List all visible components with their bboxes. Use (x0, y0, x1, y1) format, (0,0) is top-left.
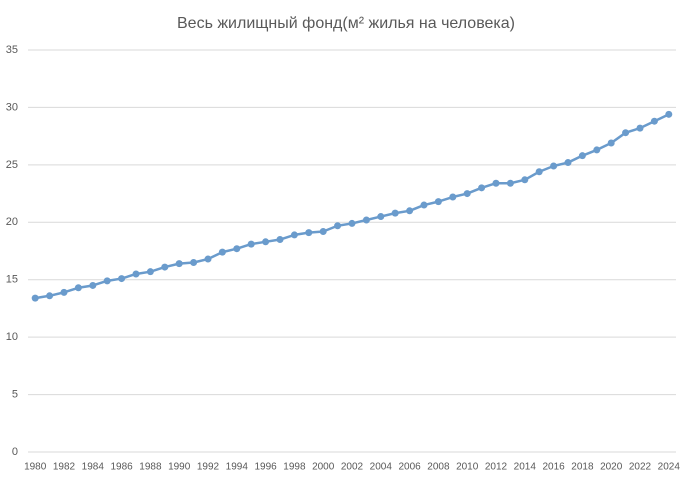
x-tick-label: 1996 (254, 462, 277, 473)
data-point (132, 270, 140, 278)
data-point (578, 152, 586, 160)
x-tick-label: 1988 (139, 462, 162, 473)
data-point (564, 159, 572, 167)
data-point (348, 219, 356, 227)
data-point (650, 117, 658, 125)
data-point (31, 294, 39, 302)
x-tick-label: 1982 (53, 462, 76, 473)
x-tick-label: 2002 (341, 462, 364, 473)
x-tick-label: 2020 (600, 462, 623, 473)
x-tick-label: 2024 (658, 462, 681, 473)
data-point (593, 146, 601, 154)
data-point (521, 176, 529, 184)
data-point (665, 110, 673, 118)
data-point (449, 193, 457, 201)
x-tick-label: 2022 (629, 462, 652, 473)
x-tick-label: 2018 (571, 462, 594, 473)
data-point (506, 179, 514, 187)
y-tick-label: 30 (6, 101, 18, 113)
x-tick-label: 1992 (197, 462, 220, 473)
data-point (391, 209, 399, 217)
data-point (334, 222, 342, 230)
data-point (262, 238, 270, 246)
data-point (550, 162, 558, 170)
data-point (492, 179, 500, 187)
data-point (103, 277, 111, 285)
data-point (636, 124, 644, 132)
data-point (118, 275, 126, 283)
y-tick-label: 10 (6, 331, 18, 343)
data-point (247, 240, 255, 248)
x-tick-label: 2012 (485, 462, 508, 473)
data-point (218, 248, 226, 256)
data-point (290, 231, 298, 239)
data-point (377, 213, 385, 221)
x-tick-label: 2014 (514, 462, 537, 473)
x-tick-label: 1998 (283, 462, 306, 473)
data-point (305, 229, 313, 237)
chart-title: Весь жилищный фонд(м² жилья на человека) (177, 15, 515, 32)
data-point (362, 216, 370, 224)
data-point (161, 263, 169, 271)
x-tick-label: 2004 (370, 462, 393, 473)
x-tick-label: 2000 (312, 462, 335, 473)
data-point (175, 260, 183, 268)
x-tick-label: 1980 (24, 462, 47, 473)
data-point (463, 190, 471, 198)
data-point (60, 288, 68, 296)
x-tick-label: 2016 (542, 462, 565, 473)
data-point (607, 139, 615, 147)
data-point (46, 292, 54, 300)
y-tick-label: 35 (6, 44, 18, 56)
data-point (434, 198, 442, 206)
data-point (276, 236, 284, 244)
data-point (74, 284, 82, 292)
data-point (89, 281, 97, 289)
y-tick-label: 20 (6, 216, 18, 228)
x-tick-label: 2008 (427, 462, 450, 473)
x-tick-label: 1994 (226, 462, 249, 473)
x-tick-label: 2010 (456, 462, 479, 473)
y-tick-label: 25 (6, 159, 18, 171)
data-point (190, 258, 198, 266)
data-point (535, 168, 543, 176)
x-tick-label: 2006 (398, 462, 421, 473)
data-point (622, 129, 630, 137)
data-point (319, 227, 327, 235)
y-tick-label: 5 (12, 388, 18, 400)
data-point (478, 184, 486, 192)
data-point (406, 207, 414, 215)
data-point (146, 268, 154, 276)
y-tick-label: 15 (6, 274, 18, 286)
x-tick-label: 1986 (110, 462, 133, 473)
data-point (233, 245, 241, 253)
y-tick-label: 0 (12, 446, 18, 458)
x-tick-label: 1990 (168, 462, 191, 473)
data-point (204, 255, 212, 263)
data-point (420, 201, 428, 209)
x-tick-label: 1984 (82, 462, 105, 473)
